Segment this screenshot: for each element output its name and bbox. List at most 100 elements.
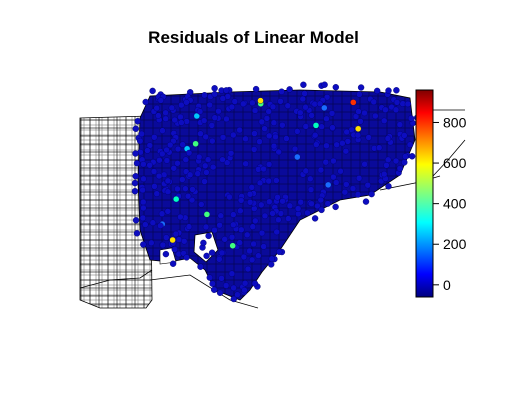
residual-point — [302, 103, 309, 111]
residual-point — [218, 275, 225, 282]
residual-point — [329, 124, 336, 131]
residual-point — [216, 256, 223, 263]
residual-point — [172, 195, 180, 203]
residual-point — [222, 87, 230, 94]
residual-point — [203, 169, 210, 176]
residual-point — [241, 287, 248, 294]
residual-point — [265, 177, 272, 185]
residual-point — [178, 101, 185, 109]
residual-point — [210, 286, 218, 293]
residual-point — [362, 198, 370, 205]
residual-point — [164, 208, 172, 215]
residual-point — [322, 158, 329, 166]
residual-point — [277, 98, 284, 105]
residual-point — [204, 156, 212, 163]
residual-point — [150, 168, 158, 175]
residual-point — [354, 191, 362, 198]
residual-point — [407, 115, 415, 122]
residual-point — [174, 160, 181, 167]
residual-point — [162, 115, 169, 123]
residual-point — [396, 121, 404, 128]
residual-point — [275, 216, 282, 224]
residual-point — [222, 282, 230, 289]
legend-tick-label: 0 — [443, 277, 451, 293]
residual-point — [300, 81, 307, 89]
residual-point — [294, 153, 301, 161]
residual-point — [270, 142, 278, 150]
residual-point — [313, 141, 320, 148]
residual-point — [142, 98, 149, 106]
residual-point — [132, 217, 140, 224]
legend-tick-label: 200 — [443, 236, 467, 252]
residual-point — [374, 87, 381, 95]
residual-point — [238, 226, 245, 234]
residual-point — [370, 98, 377, 106]
residual-point — [392, 157, 400, 165]
residual-point — [218, 249, 226, 257]
residual-point — [275, 148, 282, 156]
residual-point — [279, 197, 286, 205]
residual-point — [294, 205, 302, 212]
residual-point — [268, 255, 275, 263]
residual-point — [221, 236, 228, 243]
residual-point — [179, 176, 186, 183]
residual-point — [158, 210, 166, 217]
residual-point — [138, 130, 145, 138]
residual-point — [297, 198, 304, 206]
color-legend: 800 600 400 200 0 — [415, 89, 467, 298]
residual-point — [226, 193, 233, 201]
residual-point — [317, 196, 324, 204]
residual-point — [255, 252, 262, 259]
residual-point — [261, 212, 269, 220]
residual-point — [258, 229, 266, 237]
residual-point — [139, 214, 147, 222]
residual-point — [206, 101, 213, 109]
residual-point — [157, 222, 164, 230]
residual-point — [219, 156, 226, 163]
residual-point — [299, 95, 306, 103]
residual-point — [170, 165, 178, 172]
residual-point — [260, 165, 267, 173]
residual-point — [263, 115, 271, 122]
residual-point — [246, 191, 254, 198]
residual-point — [229, 242, 236, 249]
residual-point — [171, 116, 178, 124]
residual-point — [278, 88, 285, 95]
residual-point — [209, 137, 216, 145]
residual-point — [142, 221, 149, 228]
residual-point — [132, 150, 139, 157]
residual-point — [234, 291, 241, 298]
residual-point — [355, 108, 362, 115]
residual-point — [228, 103, 236, 111]
residual-point — [223, 159, 231, 166]
residual-point — [208, 249, 216, 256]
residual-point — [230, 295, 238, 303]
residual-point — [208, 122, 216, 129]
residual-point — [155, 112, 162, 119]
residual-point — [268, 261, 275, 268]
residual-point — [372, 112, 379, 120]
residual-point — [237, 197, 245, 204]
residual-point — [261, 125, 268, 132]
residual-point — [231, 98, 239, 105]
residual-point — [323, 115, 330, 123]
residual-point — [148, 239, 155, 247]
residual-point — [273, 177, 280, 184]
residual-points — [131, 81, 421, 303]
residual-point — [151, 183, 158, 190]
residual-point — [396, 165, 404, 172]
residual-point — [250, 240, 257, 248]
residual-point — [240, 100, 247, 108]
residual-point — [356, 91, 363, 98]
residual-point — [323, 93, 331, 101]
residual-point — [248, 184, 256, 191]
residual-point — [258, 118, 265, 126]
residual-point — [311, 215, 319, 222]
residual-point — [139, 186, 146, 194]
residual-point — [133, 230, 141, 237]
residual-point — [182, 185, 189, 192]
residual-point — [365, 134, 372, 141]
residual-point — [242, 135, 249, 143]
residual-point — [249, 223, 257, 230]
